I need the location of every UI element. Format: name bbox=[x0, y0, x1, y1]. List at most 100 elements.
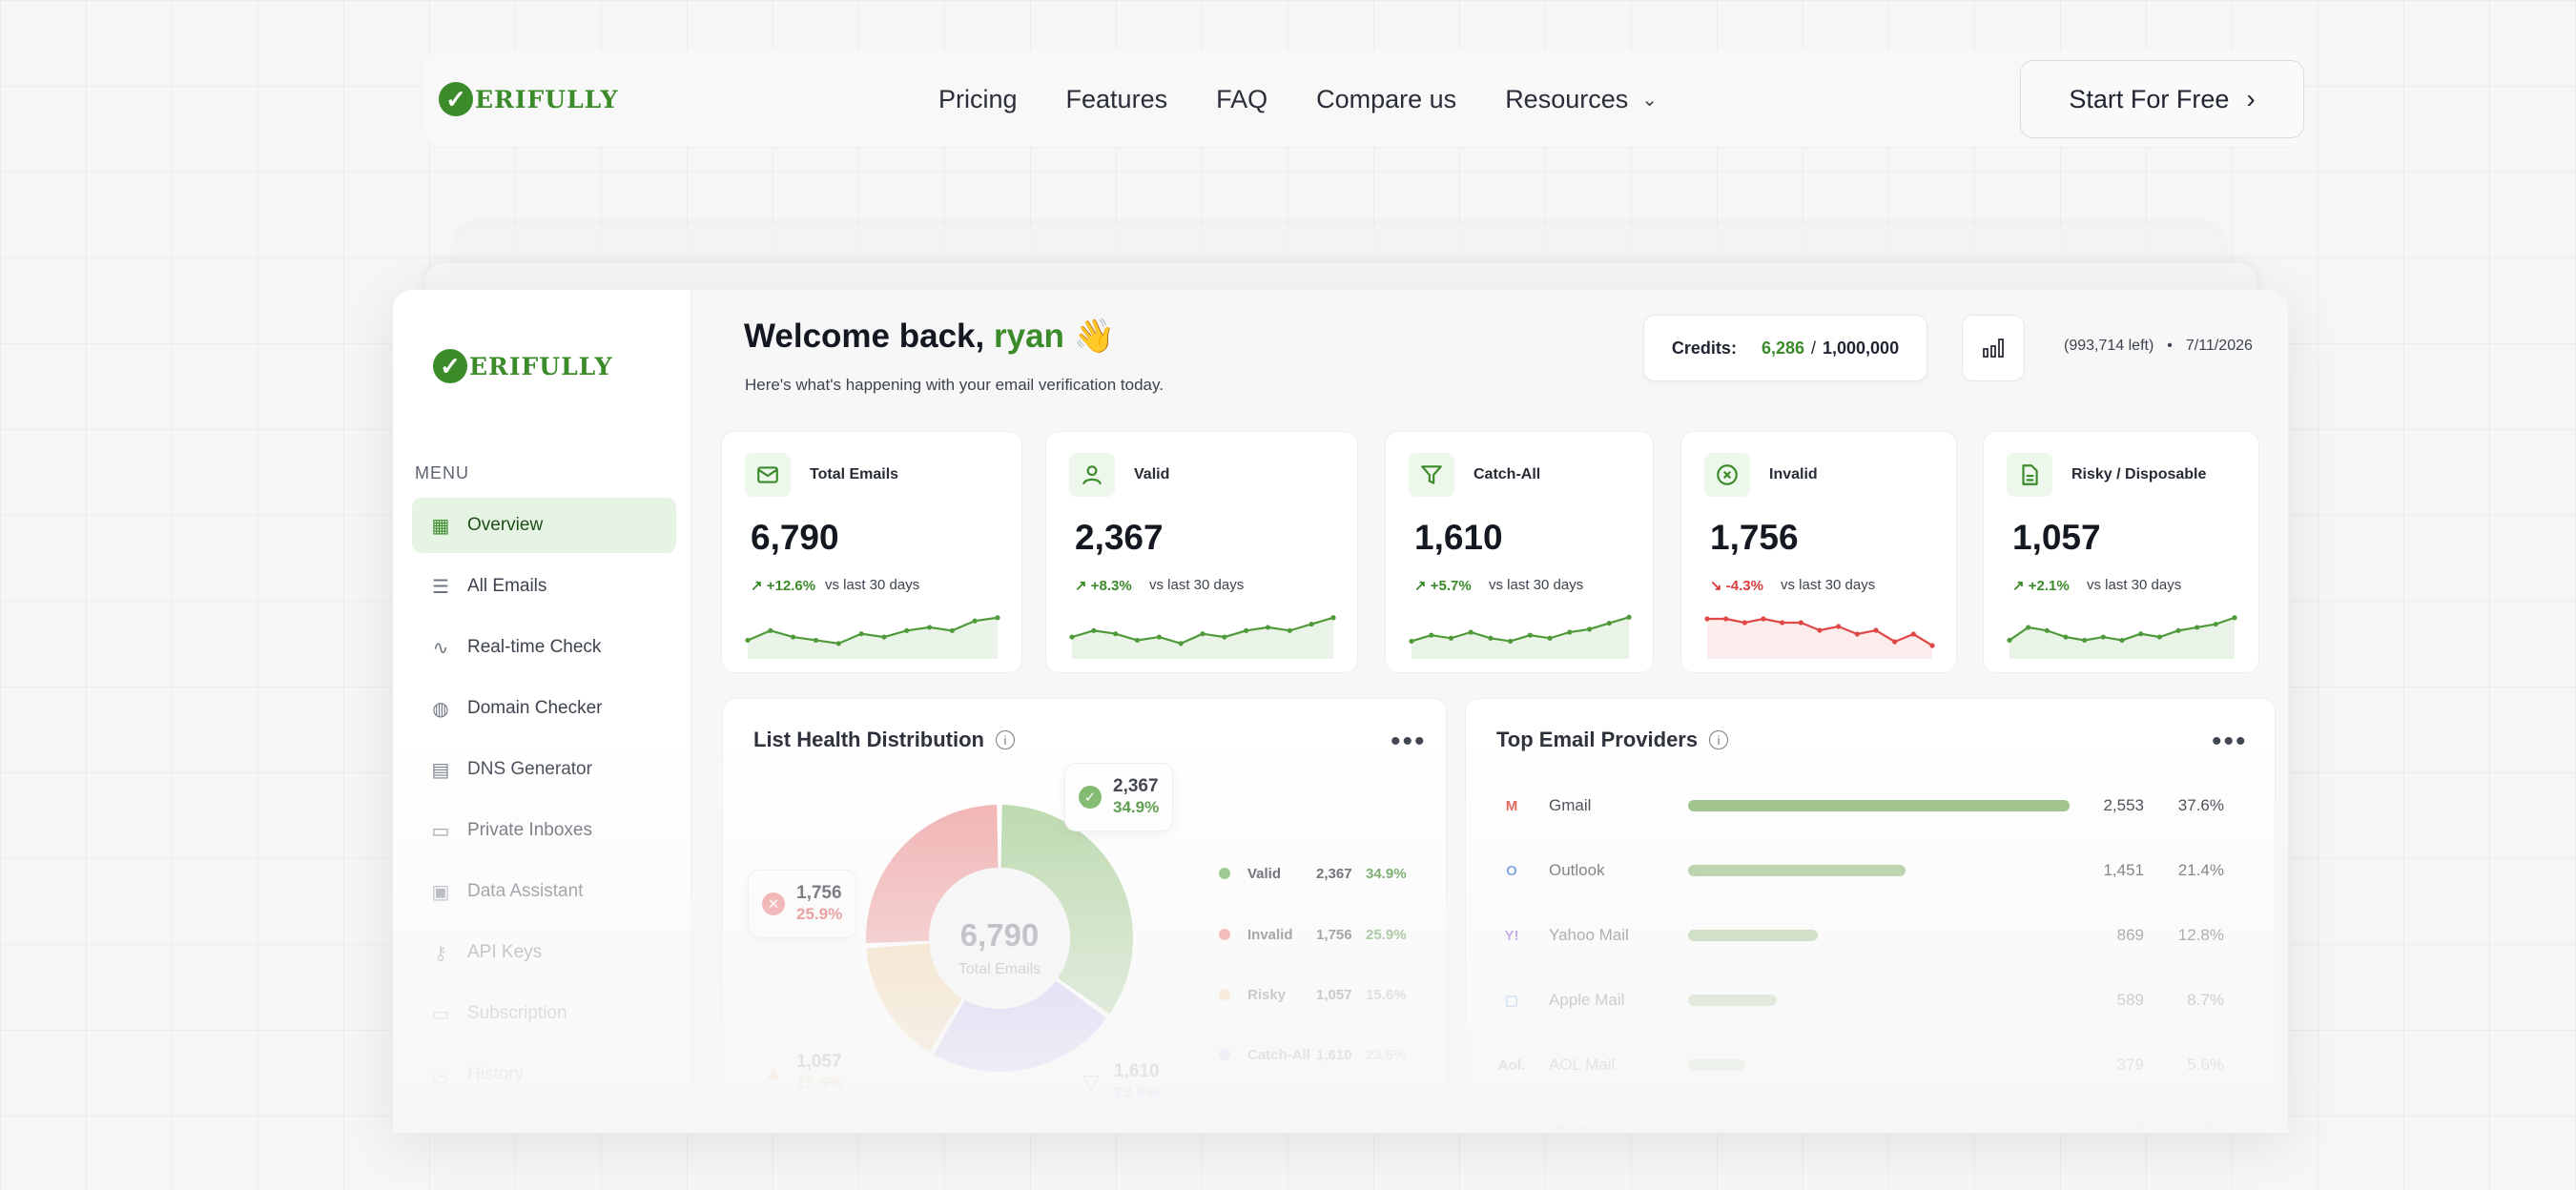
more-options-icon[interactable]: ••• bbox=[2212, 726, 2248, 757]
legend-name: Valid bbox=[1247, 865, 1282, 882]
health-donut-chart: 6,790 Total Emails bbox=[866, 805, 1133, 1072]
sidebar-item-label: History bbox=[467, 1064, 525, 1084]
stat-card-valid[interactable]: Valid 2,367 ↗ +8.3% vs last 30 days bbox=[1045, 431, 1358, 673]
brand-logo[interactable]: ✓ ERIFULLY bbox=[439, 82, 618, 116]
sparkline-point bbox=[1200, 631, 1206, 637]
stat-comparison: vs last 30 days bbox=[1489, 577, 1584, 593]
stat-card-risky-disposable[interactable]: Risky / Disposable 1,057 ↗ +2.1% vs last 30… bbox=[1983, 431, 2259, 673]
legend-swatch bbox=[1219, 989, 1230, 1000]
nav-link-features[interactable]: Features bbox=[1065, 84, 1168, 113]
sidebar-item-dns-generator[interactable]: ▤ DNS Generator bbox=[412, 742, 676, 797]
callout-invalid-value: 1,756 bbox=[796, 883, 842, 903]
provider-bar-track bbox=[1688, 1124, 2070, 1133]
provider-count: 379 bbox=[2116, 1056, 2144, 1074]
stat-value: 1,756 bbox=[1710, 518, 1799, 557]
sparkline-point bbox=[2119, 637, 2125, 644]
donut-center-label: Total Emails bbox=[958, 961, 1041, 977]
stat-trend-value: +5.7% bbox=[1430, 578, 1472, 594]
sparkline-point bbox=[1929, 643, 1935, 648]
key-icon: ⚷ bbox=[433, 942, 448, 964]
start-for-free-button[interactable]: Start For Free › bbox=[2020, 60, 2304, 138]
nav-link-pricing[interactable]: Pricing bbox=[938, 84, 1018, 113]
stat-trend: ↗ +2.1% bbox=[2012, 577, 2070, 594]
stat-comparison: vs last 30 days bbox=[1149, 577, 1245, 593]
legend-value: 1,610 bbox=[1316, 1046, 1352, 1063]
sidebar-item-data-assistant[interactable]: ▣ Data Assistant bbox=[412, 864, 676, 919]
info-icon[interactable]: i bbox=[996, 730, 1015, 749]
current-date: 7/11/2026 bbox=[2185, 338, 2253, 354]
legend-item-catch-all: Catch-All 1,610 23.6% bbox=[1219, 1043, 1407, 1066]
sparkline-point bbox=[1723, 616, 1729, 622]
sparkline-point bbox=[1113, 631, 1119, 637]
provider-row-gmail[interactable]: M Gmail 2,553 37.6% bbox=[1497, 791, 2224, 820]
nav-link-compare[interactable]: Compare us bbox=[1316, 84, 1457, 113]
credits-total: 1,000,000 bbox=[1823, 338, 1900, 358]
callout-invalid: ✕ 1,756 25.9% bbox=[748, 870, 857, 938]
sidebar-item-api-keys[interactable]: ⚷ API Keys bbox=[412, 925, 676, 980]
provider-row-apple-mail[interactable]: ▢ Apple Mail 589 8.7% bbox=[1497, 986, 2224, 1015]
sparkline-point bbox=[1429, 632, 1434, 638]
sparkline-point bbox=[745, 637, 751, 644]
sparkline-point bbox=[813, 637, 819, 644]
sidebar-brand-logo[interactable]: ✓ ERIFULLY bbox=[433, 349, 612, 383]
stat-icon-box bbox=[1409, 453, 1454, 497]
nav-link-resources[interactable]: Resources ⌄ bbox=[1505, 85, 1658, 114]
stat-comparison: vs last 30 days bbox=[825, 577, 920, 593]
callout-catchall-value: 1,610 bbox=[1114, 1061, 1160, 1081]
provider-name: Yahoo Mail bbox=[1549, 926, 1629, 944]
sparkline-line bbox=[1411, 616, 1630, 643]
legend-swatch bbox=[1219, 929, 1230, 940]
stat-value: 6,790 bbox=[751, 518, 839, 557]
sidebar-item-overview[interactable]: ▦ Overview bbox=[412, 498, 676, 553]
sparkline-point bbox=[1330, 615, 1336, 621]
sparkline-point bbox=[1265, 625, 1271, 630]
more-options-icon[interactable]: ••• bbox=[1391, 726, 1427, 757]
clock-icon: ◷ bbox=[432, 1064, 449, 1086]
activity-icon: ∿ bbox=[432, 637, 449, 659]
sidebar-item-private-inboxes[interactable]: ▭ Private Inboxes bbox=[412, 803, 676, 858]
stat-card-total-emails[interactable]: Total Emails 6,790 ↗ +12.6% vs last 30 days bbox=[721, 431, 1022, 673]
provider-count: 869 bbox=[2116, 926, 2144, 944]
sidebar-item-domain-checker[interactable]: ◍ Domain Checker bbox=[412, 681, 676, 736]
legend-value: 1,057 bbox=[1316, 986, 1352, 1003]
x-icon: ✕ bbox=[762, 892, 785, 915]
sidebar-item-real-time-check[interactable]: ∿ Real-time Check bbox=[412, 620, 676, 675]
sidebar-item-subscription[interactable]: ▭ Subscription bbox=[412, 986, 676, 1041]
sparkline-point bbox=[1468, 629, 1473, 635]
provider-bar bbox=[1688, 865, 1906, 876]
provider-row-yahoo-mail[interactable]: Y! Yahoo Mail 869 12.8% bbox=[1497, 921, 2225, 950]
sparkline-point bbox=[1091, 627, 1097, 633]
provider-row-outlook[interactable]: O Outlook 1,451 21.4% bbox=[1497, 856, 2224, 885]
provider-row-aol-mail[interactable]: Aol. AOL Mail 379 5.6% bbox=[1497, 1051, 2224, 1079]
usage-chart-button[interactable] bbox=[1962, 315, 2025, 381]
chevron-right-icon: › bbox=[2246, 84, 2256, 113]
stat-value: 1,057 bbox=[2012, 518, 2101, 557]
sparkline-point bbox=[1309, 621, 1314, 627]
sparkline-point bbox=[972, 618, 978, 624]
sidebar-item-history[interactable]: ◷ History bbox=[412, 1047, 676, 1102]
filter-icon: ▽ bbox=[1082, 1070, 1100, 1094]
info-icon[interactable]: i bbox=[1709, 730, 1729, 749]
stat-label: Risky / Disposable bbox=[2071, 466, 2207, 482]
user-icon bbox=[1082, 465, 1102, 485]
list-icon: ☰ bbox=[432, 576, 449, 598]
trend-up-icon: ↗ bbox=[2012, 578, 2025, 594]
sidebar-item-all-emails[interactable]: ☰ All Emails bbox=[412, 559, 676, 614]
nav-link-faq[interactable]: FAQ bbox=[1216, 84, 1268, 113]
credits-separator: / bbox=[1810, 338, 1816, 358]
stat-card-invalid[interactable]: Invalid 1,756 ↘ -4.3% vs last 30 days bbox=[1680, 431, 1957, 673]
credits-used: 6,286 bbox=[1761, 338, 1804, 358]
sparkline-point bbox=[1798, 620, 1803, 626]
stat-icon-box bbox=[2007, 453, 2052, 497]
stat-card-catch-all[interactable]: Catch-All 1,610 ↗ +5.7% vs last 30 days bbox=[1385, 431, 1654, 673]
sidebar: ✓ ERIFULLY MENU ▦ Overview ☰ All Emails ∿ Rea… bbox=[393, 290, 691, 1133]
sparkline-point bbox=[2026, 625, 2031, 630]
gmail-icon: M bbox=[1505, 797, 1518, 814]
provider-row-others[interactable]: ··· Others 649 9.6% bbox=[1497, 1116, 2224, 1133]
sidebar-item-label: Private Inboxes bbox=[467, 820, 592, 840]
provider-bar-track bbox=[1688, 995, 2070, 1006]
sidebar-item-label: All Emails bbox=[467, 576, 547, 596]
legend-value: 1,756 bbox=[1316, 926, 1352, 943]
stat-label: Invalid bbox=[1769, 466, 1818, 482]
check-icon: ✓ bbox=[1079, 786, 1102, 809]
